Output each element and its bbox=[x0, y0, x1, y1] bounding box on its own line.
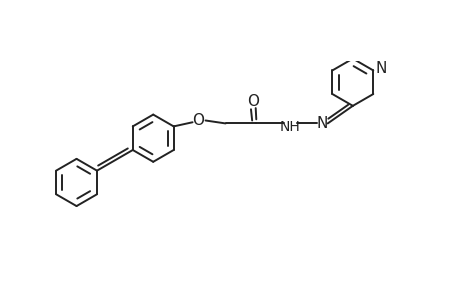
Text: O: O bbox=[192, 113, 204, 128]
Text: NH: NH bbox=[279, 120, 300, 134]
Text: O: O bbox=[247, 94, 259, 109]
Text: N: N bbox=[374, 61, 386, 76]
Text: N: N bbox=[316, 116, 327, 131]
